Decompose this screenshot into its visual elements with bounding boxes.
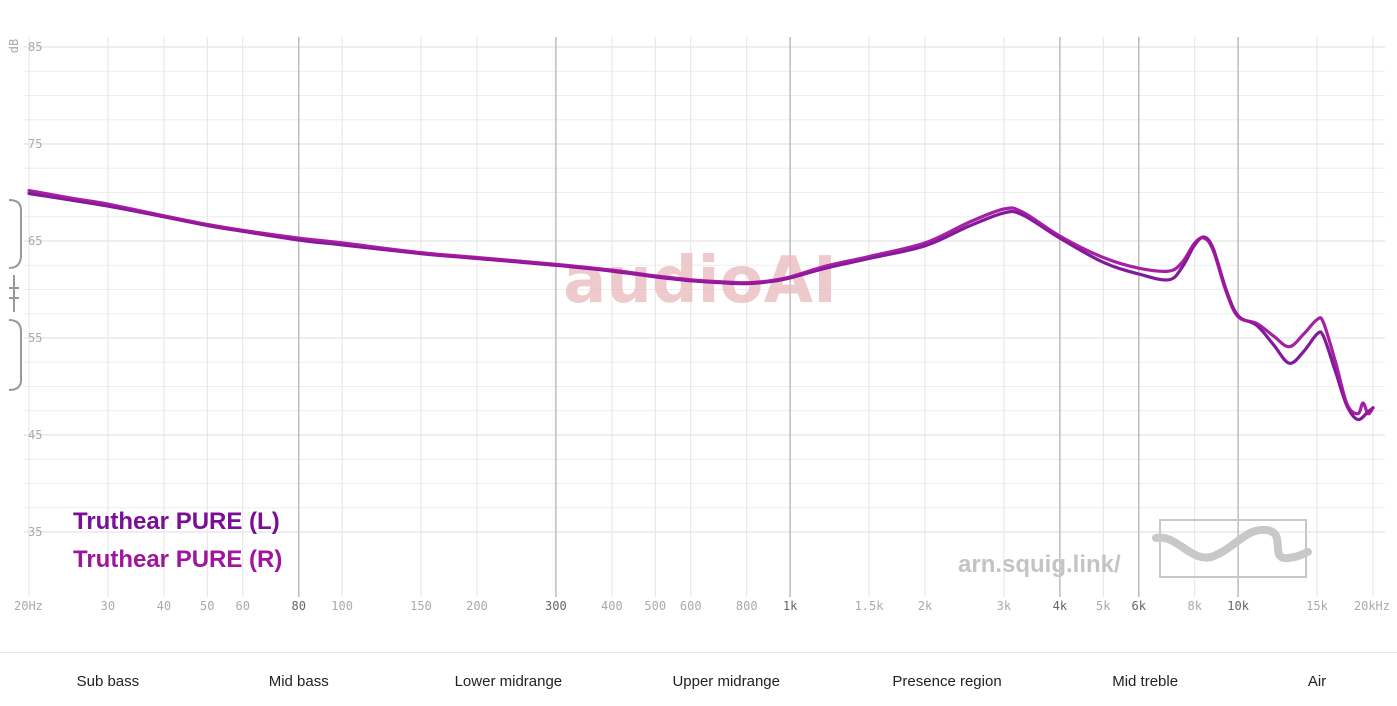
y-axis: 85 75 65 55 45 35 [28, 40, 42, 539]
band-label: Upper midrange [672, 673, 780, 690]
chart-grid [24, 37, 1385, 597]
x-tick-label: 15k [1306, 599, 1328, 613]
series-lines [27, 189, 1375, 422]
y-tick-label: 45 [28, 428, 42, 442]
y-tick-label: 65 [28, 234, 42, 248]
x-tick-label: 1.5k [855, 599, 885, 613]
y-tick-label: 75 [28, 137, 42, 151]
x-tick-label: 500 [644, 599, 666, 613]
x-tick-label: 600 [680, 599, 702, 613]
x-tick-label: 6k [1132, 599, 1147, 613]
frequency-bands-bar: Sub bass Mid bass Lower midrange Upper midr… [0, 652, 1397, 706]
y-tick-label: 85 [28, 40, 42, 54]
x-tick-label: 2k [918, 599, 933, 613]
x-tick-label: 20Hz [14, 599, 43, 613]
series-line[interactable] [27, 191, 1375, 422]
x-tick-label: 100 [331, 599, 353, 613]
band-label: Presence region [892, 673, 1002, 690]
series-line[interactable] [27, 189, 1375, 416]
x-tick-label: 300 [545, 599, 567, 613]
x-tick-label: 20kHz [1354, 599, 1390, 613]
legend-entry[interactable]: Truthear PURE (R) [73, 546, 282, 573]
x-tick-label: 30 [101, 599, 115, 613]
y-tick-label: 55 [28, 331, 42, 345]
legend: Truthear PURE (L) Truthear PURE (R) [73, 508, 282, 573]
band-label: Air [1307, 673, 1327, 690]
x-tick-label: 400 [601, 599, 623, 613]
x-tick-label: 1k [783, 599, 798, 613]
graph-scale-handle[interactable] [8, 199, 22, 391]
band-label: Lower midrange [454, 673, 563, 690]
x-tick-label: 4k [1053, 599, 1068, 613]
legend-entry[interactable]: Truthear PURE (L) [73, 508, 280, 535]
y-axis-label: dB [7, 39, 21, 53]
squig-logo-icon [1152, 519, 1312, 578]
x-axis: 20Hz 30 40 50 60 80 100 150 200 300 400 500 600 800 1k… [14, 599, 1390, 613]
band-label: Sub bass [76, 673, 140, 690]
x-tick-label: 60 [236, 599, 250, 613]
x-tick-label: 50 [200, 599, 214, 613]
band-label: Mid bass [268, 673, 329, 690]
site-label: arn.squig.link/ [958, 551, 1121, 578]
x-tick-label: 150 [410, 599, 432, 613]
y-tick-label: 35 [28, 525, 42, 539]
x-tick-label: 5k [1096, 599, 1111, 613]
x-tick-label: 10k [1227, 599, 1249, 613]
x-tick-label: 800 [736, 599, 758, 613]
x-tick-label: 80 [291, 599, 305, 613]
x-tick-label: 8k [1187, 599, 1202, 613]
x-tick-label: 3k [997, 599, 1012, 613]
x-tick-label: 200 [466, 599, 488, 613]
x-tick-label: 40 [157, 599, 171, 613]
band-label: Mid treble [1112, 673, 1179, 690]
